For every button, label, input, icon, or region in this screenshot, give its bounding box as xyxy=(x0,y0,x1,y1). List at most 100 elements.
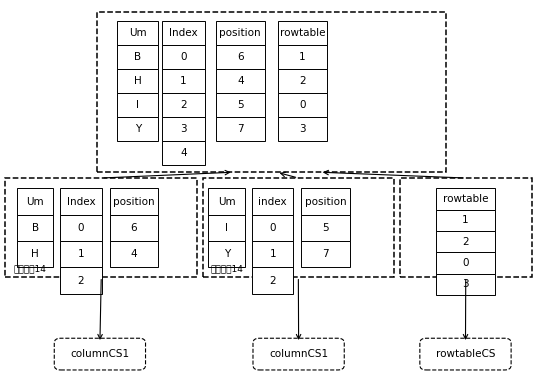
Text: 1: 1 xyxy=(78,249,84,259)
Bar xyxy=(278,45,327,69)
FancyBboxPatch shape xyxy=(420,338,511,370)
Text: rowtable: rowtable xyxy=(280,28,325,38)
Text: 1: 1 xyxy=(462,216,469,225)
Text: H: H xyxy=(134,76,141,86)
Bar xyxy=(436,210,495,231)
Bar xyxy=(60,241,102,267)
Bar xyxy=(436,274,495,295)
Text: 0: 0 xyxy=(269,223,276,233)
Text: position: position xyxy=(305,197,347,207)
Bar xyxy=(208,241,245,267)
Text: Index: Index xyxy=(169,28,198,38)
Text: 0: 0 xyxy=(299,100,306,110)
Bar xyxy=(118,69,158,93)
Bar xyxy=(110,215,158,241)
Bar xyxy=(216,117,265,141)
Bar xyxy=(5,178,197,277)
Bar xyxy=(216,93,265,117)
Bar xyxy=(162,21,205,45)
Text: 3: 3 xyxy=(180,124,187,134)
Bar xyxy=(252,188,293,215)
Text: 1: 1 xyxy=(180,76,187,86)
Text: I: I xyxy=(136,100,139,110)
Text: rowtable: rowtable xyxy=(443,194,488,204)
Text: Um: Um xyxy=(218,197,235,207)
Bar xyxy=(208,215,245,241)
FancyBboxPatch shape xyxy=(253,338,345,370)
Bar xyxy=(60,267,102,294)
Bar xyxy=(97,12,446,172)
Bar xyxy=(252,241,293,267)
Text: Y: Y xyxy=(224,249,230,259)
Bar xyxy=(118,21,158,45)
Text: 4: 4 xyxy=(180,148,187,158)
Bar xyxy=(60,215,102,241)
Text: 3: 3 xyxy=(299,124,306,134)
Bar xyxy=(17,241,53,267)
Text: 2: 2 xyxy=(180,100,187,110)
Bar xyxy=(118,93,158,117)
Text: H: H xyxy=(31,249,39,259)
Text: 5: 5 xyxy=(237,100,244,110)
Text: 1: 1 xyxy=(299,52,306,62)
Text: 6: 6 xyxy=(237,52,244,62)
Text: rowtableCS: rowtableCS xyxy=(436,349,495,359)
Bar xyxy=(110,241,158,267)
Text: position: position xyxy=(219,28,261,38)
Bar xyxy=(436,231,495,252)
Text: Y: Y xyxy=(134,124,141,134)
Bar xyxy=(216,21,265,45)
Bar xyxy=(301,241,350,267)
Text: 5: 5 xyxy=(322,223,329,233)
Bar xyxy=(436,188,495,210)
FancyBboxPatch shape xyxy=(54,338,145,370)
Text: 0: 0 xyxy=(180,52,187,62)
Text: columnCS1: columnCS1 xyxy=(70,349,130,359)
Text: 2: 2 xyxy=(462,237,469,247)
Bar xyxy=(278,93,327,117)
Text: 6: 6 xyxy=(131,223,137,233)
Text: I: I xyxy=(225,223,228,233)
Text: Um: Um xyxy=(26,197,44,207)
Bar xyxy=(110,188,158,215)
Text: 索引分片14: 索引分片14 xyxy=(14,264,46,274)
Bar xyxy=(400,178,532,277)
Bar xyxy=(60,188,102,215)
Bar xyxy=(202,178,394,277)
Bar xyxy=(301,188,350,215)
Text: 0: 0 xyxy=(462,258,469,268)
Bar xyxy=(17,188,53,215)
Bar xyxy=(278,21,327,45)
Text: B: B xyxy=(134,52,141,62)
Bar xyxy=(118,45,158,69)
Text: columnCS1: columnCS1 xyxy=(269,349,328,359)
Bar xyxy=(208,188,245,215)
Bar xyxy=(278,117,327,141)
Bar xyxy=(162,93,205,117)
Bar xyxy=(252,215,293,241)
Bar xyxy=(216,45,265,69)
Text: 2: 2 xyxy=(78,276,84,286)
Bar xyxy=(162,117,205,141)
Bar xyxy=(162,45,205,69)
Bar xyxy=(17,215,53,241)
Bar xyxy=(162,69,205,93)
Bar xyxy=(162,141,205,165)
Text: position: position xyxy=(113,197,155,207)
Bar xyxy=(436,252,495,274)
Text: Index: Index xyxy=(66,197,96,207)
Bar xyxy=(118,117,158,141)
Bar xyxy=(301,215,350,241)
Text: Um: Um xyxy=(129,28,146,38)
Text: 4: 4 xyxy=(131,249,137,259)
Bar xyxy=(252,267,293,294)
Bar xyxy=(216,69,265,93)
Text: 4: 4 xyxy=(237,76,244,86)
Text: 1: 1 xyxy=(269,249,276,259)
Bar xyxy=(278,69,327,93)
Text: 2: 2 xyxy=(299,76,306,86)
Text: 2: 2 xyxy=(269,276,276,286)
Text: 7: 7 xyxy=(237,124,244,134)
Text: 0: 0 xyxy=(78,223,84,233)
Text: B: B xyxy=(31,223,39,233)
